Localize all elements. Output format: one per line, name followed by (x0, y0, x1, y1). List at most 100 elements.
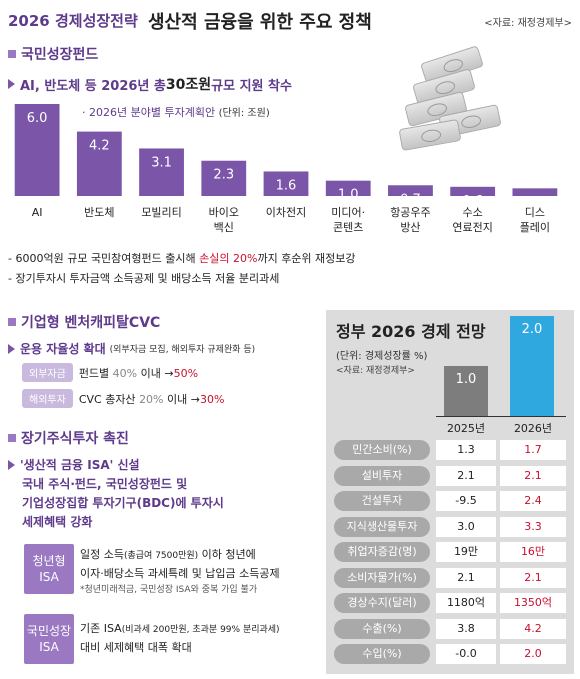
page-title: 생산적 금융을 위한 주요 정책 (148, 12, 372, 33)
bar-0 (14, 104, 60, 196)
forecast-value-2025: -0.0 (436, 644, 496, 664)
category-label: 디스 (525, 206, 545, 219)
bar-value-label: 4.2 (89, 139, 110, 154)
cvc-external-old: 40% (112, 367, 138, 380)
column-header-2026: 2026년 (513, 422, 553, 435)
category-label: 백신 (214, 221, 234, 234)
bar-8 (512, 188, 558, 196)
forecast-value-2026: 2.4 (500, 491, 566, 511)
column-header-2025: 2025년 (446, 422, 486, 435)
section-title-stock: 장기주식투자 촉진 (21, 431, 129, 447)
forecast-row-label: 수출(%) (334, 618, 430, 639)
bullet-square-icon (8, 50, 16, 58)
bar-4 (263, 171, 309, 196)
section-heading-cvc: 기업형 벤처캐피탈CVC (8, 312, 160, 332)
cvc-external-mid: 이내 → (137, 367, 174, 380)
bar-value-label: 6.0 (27, 111, 48, 126)
forecast-value-2025: 2.1 (436, 567, 496, 588)
chart-subtitle: · 2026년 분야별 투자계획안 (단위: 조원) (82, 106, 270, 119)
isa-label-youth: 청년형 ISA (24, 544, 74, 594)
category-label: 콘텐츠 (333, 221, 363, 234)
section-title-cvc: 기업형 벤처캐피탈CVC (21, 315, 161, 331)
category-label: 방산 (400, 221, 420, 234)
triangle-bullet-icon (8, 459, 15, 470)
forecast-value-2026: 3.3 (500, 516, 566, 537)
bar-value-label: 0.7 (400, 192, 421, 207)
fund-note-1-post: 까지 후순위 재정보강 (257, 252, 356, 265)
isa-national-l1-pre: 기존 ISA (80, 622, 122, 635)
cvc-overseas-old: 20% (139, 393, 164, 406)
cvc-overseas-mid: 이내 → (163, 393, 200, 406)
section-heading-fund: 국민성장펀드 (8, 44, 98, 64)
forecast-source: <자료: 재정경제부> (336, 366, 415, 376)
bar-5 (325, 180, 371, 196)
forecast-value-2026: 1350억 (500, 593, 566, 613)
section-title-fund: 국민성장펀드 (21, 47, 99, 63)
isa-label-national: 국민성장 ISA (24, 614, 74, 664)
fund-note-1-pre: - 6000억원 규모 국민참여형펀드 출시해 (8, 252, 200, 265)
bar-1 (76, 131, 122, 196)
isa-youth-l2: 이자·배당소득 과세특례 및 납입금 소득공제 (80, 567, 280, 580)
forecast-value-2025: 3.8 (436, 618, 496, 639)
cvc-subtitle: 운용 자율성 확대 (외부자금 모집, 해외투자 규제완화 등) (8, 340, 255, 357)
growth-bar-2026: 2.0 (510, 316, 554, 416)
category-label: 이차전지 (266, 206, 306, 219)
cvc-overseas-pre: CVC 총자산 (78, 393, 140, 406)
isa-national-label-2: ISA (39, 640, 59, 654)
category-label: 미디어· (331, 206, 365, 219)
isa-youth-label-2: ISA (39, 570, 59, 584)
bar-value-label: 1.6 (276, 178, 297, 193)
fund-note-1-red: 손실의 20% (199, 252, 258, 265)
cvc-row-external: 외부자금 펀드별 40% 이내 →50% (22, 363, 198, 382)
forecast-value-2025: 1.3 (436, 440, 496, 460)
forecast-row-label: 수입(%) (334, 644, 430, 664)
cvc-overseas-new: 30% (199, 393, 225, 406)
stock-description: 국내 주식·펀드, 국민성장펀드 및 기업성장집합 투자기구(BDC)에 투자시… (22, 475, 224, 532)
baseline-divider (436, 416, 566, 417)
forecast-value-2025: -9.5 (436, 491, 496, 511)
forecast-value-2026: 16만 (500, 542, 566, 562)
category-label: 항공우주 (390, 206, 430, 219)
triangle-bullet-icon (8, 343, 15, 354)
fund-subtitle-post: 규모 지원 착수 (211, 78, 292, 94)
isa-youth-l1-pre: 일정 소득 (80, 548, 124, 561)
category-label: 모빌리티 (141, 206, 181, 219)
forecast-row-label: 경상수지(달러) (334, 593, 430, 613)
isa-national-l2: 대비 세제혜택 대폭 확대 (80, 641, 192, 654)
cvc-row-overseas: 해외투자 CVC 총자산 20% 이내 →30% (22, 389, 224, 408)
forecast-value-2026: 2.1 (500, 465, 566, 486)
tag-external-funds: 외부자금 (22, 363, 73, 382)
growth-bar-2025: 1.0 (444, 366, 488, 416)
cvc-subtitle-text: 운용 자율성 확대 (20, 342, 106, 356)
bar-value-label: 3.1 (151, 155, 172, 170)
chart-unit: (단위: 조원) (218, 108, 270, 119)
chart-subtitle-text: 2026년 분야별 투자계획안 (89, 106, 216, 119)
cvc-external-new: 50% (173, 367, 199, 380)
category-label: 플레이 (520, 221, 550, 234)
fund-note-2: - 장기투자시 투자금액 소득공제 및 배당소득 저율 분리과세 (8, 272, 280, 285)
isa-youth-label-1: 청년형 (32, 554, 66, 568)
bar-value-label: 0.6 (462, 194, 483, 209)
forecast-value-2026: 1.7 (500, 440, 566, 460)
stock-subtitle-text: '생산적 금융 ISA' 신설 (20, 458, 140, 472)
forecast-value-2025: 1180억 (436, 593, 496, 613)
fund-note-1: - 6000억원 규모 국민참여형펀드 출시해 손실의 20%까지 후순위 재정… (8, 250, 356, 266)
forecast-row-label: 소비자물가(%) (334, 567, 430, 588)
title-year: 2026 경제성장전략 (8, 12, 138, 30)
section-heading-stock: 장기주식투자 촉진 (8, 428, 129, 448)
fund-subtitle-pre: AI, 반도체 등 2026년 총 (20, 78, 166, 94)
forecast-value-2025: 3.0 (436, 516, 496, 537)
bullet-square-icon (8, 318, 16, 326)
triangle-bullet-icon (8, 79, 15, 89)
category-label: 수소 (463, 206, 483, 219)
category-label: 연료전지 (452, 221, 492, 234)
isa-youth-note: *청년미래적금, 국민성장 ISA와 중복 가입 불가 (80, 585, 258, 595)
tag-overseas-investment: 해외투자 (22, 389, 73, 408)
forecast-value-2026: 2.0 (500, 644, 566, 664)
bar-6 (388, 185, 433, 196)
forecast-row-label: 취업자증감(명) (334, 542, 430, 562)
stock-line-1: 국내 주식·펀드, 국민성장펀드 및 (22, 477, 188, 491)
bar-value-label: 0.5 (525, 195, 546, 210)
forecast-value-2026: 4.2 (500, 618, 566, 639)
category-label: 바이오 (209, 206, 239, 219)
